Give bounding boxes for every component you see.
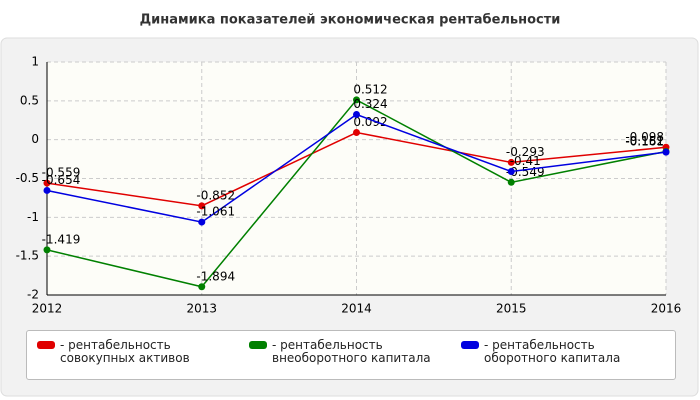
data-label: -0.293: [506, 145, 545, 159]
data-point: [198, 218, 206, 226]
chart-title: Динамика показателей экономическая рента…: [140, 13, 561, 28]
data-point: [353, 129, 360, 137]
x-tick-label: 2016: [651, 302, 682, 316]
y-tick-label: -1: [27, 210, 39, 224]
y-tick-label: 0.5: [20, 93, 39, 107]
legend-swatch: [249, 341, 267, 349]
data-label: -0.852: [196, 188, 235, 202]
data-label: 0.092: [353, 115, 387, 129]
y-tick-label: -1.5: [16, 249, 39, 263]
data-point: [662, 148, 670, 156]
legend: - рентабельность совокупных активов - рен…: [26, 330, 676, 380]
data-point: [198, 202, 206, 210]
y-tick-label: 0: [31, 132, 39, 146]
data-point: [43, 179, 51, 187]
x-tick-label: 2012: [32, 302, 63, 316]
y-tick-label: 1: [31, 55, 39, 69]
legend-swatch: [461, 341, 479, 349]
data-point: [43, 246, 51, 254]
data-label: -0.098: [625, 130, 664, 144]
data-point: [353, 96, 360, 104]
y-tick-label: -2: [27, 288, 39, 302]
legend-item: - рентабельность внеоборотного капитала: [245, 339, 457, 371]
legend-item: - рентабельность оборотного капитала: [457, 339, 669, 371]
x-tick-label: 2014: [341, 302, 372, 316]
data-point: [507, 158, 515, 166]
data-label: -1.419: [42, 232, 81, 246]
data-point: [507, 178, 515, 186]
data-label: 0.512: [353, 82, 387, 96]
x-tick-label: 2013: [186, 302, 217, 316]
data-label: 0.324: [353, 97, 387, 111]
legend-label: - рентабельность совокупных активов: [60, 338, 190, 365]
data-point: [353, 111, 360, 119]
data-label: -1.061: [196, 205, 235, 219]
data-point: [507, 168, 515, 176]
data-label: -0.654: [42, 173, 81, 187]
x-tick-label: 2015: [496, 302, 527, 316]
data-label: -0.152: [625, 134, 664, 148]
y-tick-label: -0.5: [16, 171, 39, 185]
legend-label: - рентабельность оборотного капитала: [484, 338, 621, 365]
data-label: -0.161: [625, 135, 664, 149]
data-point: [43, 186, 51, 194]
legend-item: - рентабельность совокупных активов: [33, 339, 245, 371]
legend-swatch: [37, 341, 55, 349]
data-label: -0.559: [42, 166, 81, 180]
legend-label: - рентабельность внеоборотного капитала: [272, 338, 431, 365]
data-point: [198, 283, 206, 291]
data-label: -1.894: [196, 269, 235, 283]
data-label: -0.41: [510, 154, 541, 168]
